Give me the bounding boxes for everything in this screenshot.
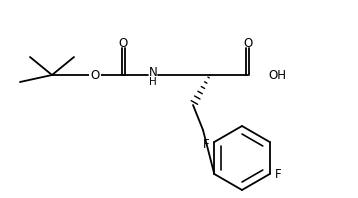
Text: N: N: [149, 66, 158, 78]
Text: O: O: [90, 69, 100, 82]
Text: O: O: [243, 36, 253, 50]
Text: OH: OH: [268, 69, 286, 82]
Text: O: O: [90, 69, 100, 82]
Text: H: H: [149, 77, 157, 87]
Text: F: F: [275, 168, 281, 181]
Text: O: O: [118, 36, 127, 50]
Text: F: F: [203, 138, 209, 151]
